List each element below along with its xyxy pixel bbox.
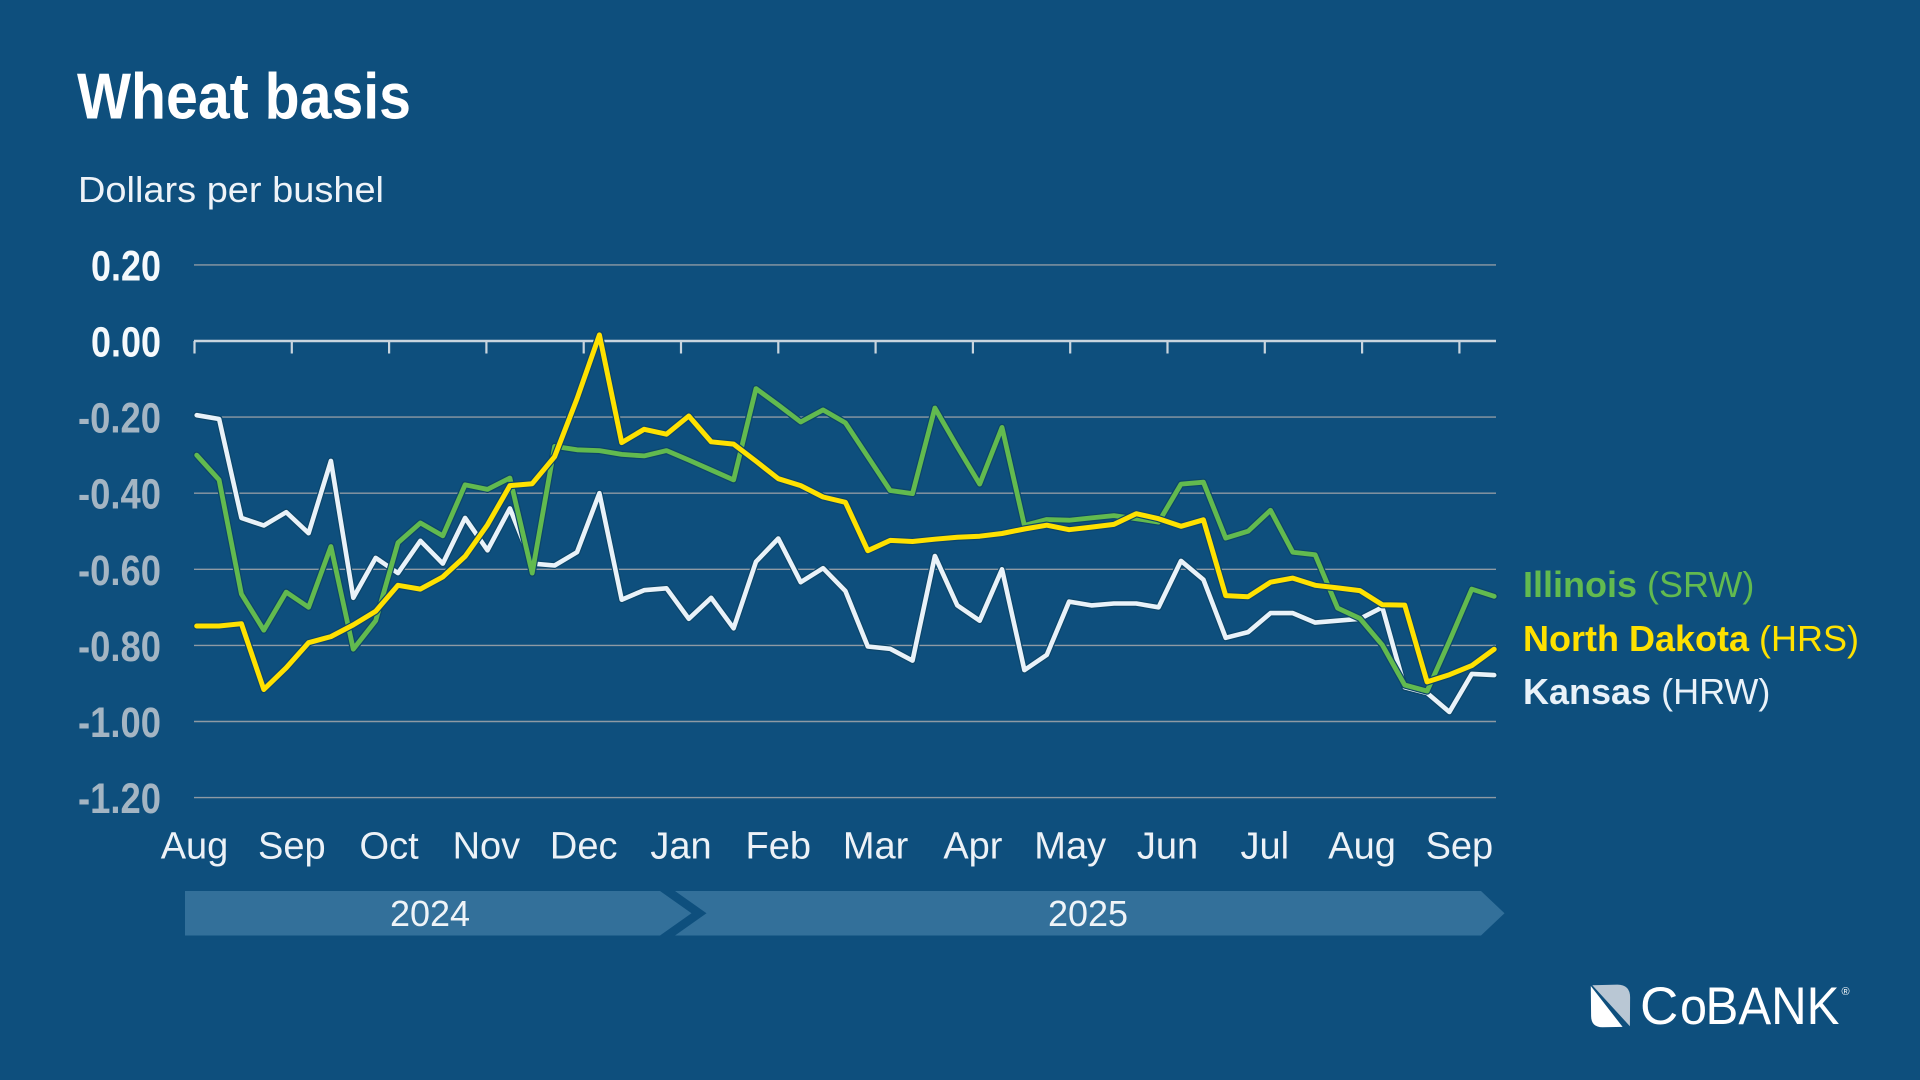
svg-text:Feb: Feb — [746, 826, 811, 868]
svg-text:Mar: Mar — [843, 826, 909, 868]
svg-text:Dec: Dec — [550, 826, 618, 868]
svg-text:-1.20: -1.20 — [78, 775, 161, 823]
svg-text:C: C — [1640, 977, 1678, 1036]
svg-text:Sep: Sep — [1426, 826, 1494, 868]
svg-text:-0.80: -0.80 — [78, 623, 161, 671]
svg-text:0.20: 0.20 — [91, 242, 161, 290]
svg-text:-0.20: -0.20 — [78, 395, 161, 443]
svg-text:Illinois (SRW): Illinois (SRW) — [1523, 564, 1754, 605]
svg-text:o: o — [1680, 978, 1707, 1035]
svg-text:Aug: Aug — [1328, 826, 1396, 868]
svg-text:Jul: Jul — [1241, 826, 1290, 868]
svg-text:-0.40: -0.40 — [78, 471, 161, 519]
svg-text:BANK: BANK — [1706, 977, 1840, 1036]
svg-text:Oct: Oct — [360, 826, 420, 868]
svg-text:Sep: Sep — [258, 826, 326, 868]
svg-text:Dollars per bushel: Dollars per bushel — [78, 169, 384, 210]
svg-text:®: ® — [1842, 986, 1850, 998]
svg-text:2025: 2025 — [1048, 893, 1128, 934]
svg-text:May: May — [1034, 826, 1106, 868]
svg-text:Jun: Jun — [1137, 826, 1198, 868]
svg-text:North Dakota (HRS): North Dakota (HRS) — [1523, 618, 1859, 659]
svg-text:Apr: Apr — [943, 826, 1002, 868]
svg-text:Wheat basis: Wheat basis — [77, 60, 411, 133]
svg-text:Kansas (HRW): Kansas (HRW) — [1523, 671, 1770, 712]
svg-text:0.00: 0.00 — [91, 319, 161, 367]
svg-text:Nov: Nov — [453, 826, 521, 868]
svg-text:-0.60: -0.60 — [78, 547, 161, 595]
svg-text:Aug: Aug — [161, 826, 229, 868]
svg-text:-1.00: -1.00 — [78, 699, 161, 747]
svg-text:Jan: Jan — [650, 826, 711, 868]
svg-text:2024: 2024 — [390, 893, 470, 934]
